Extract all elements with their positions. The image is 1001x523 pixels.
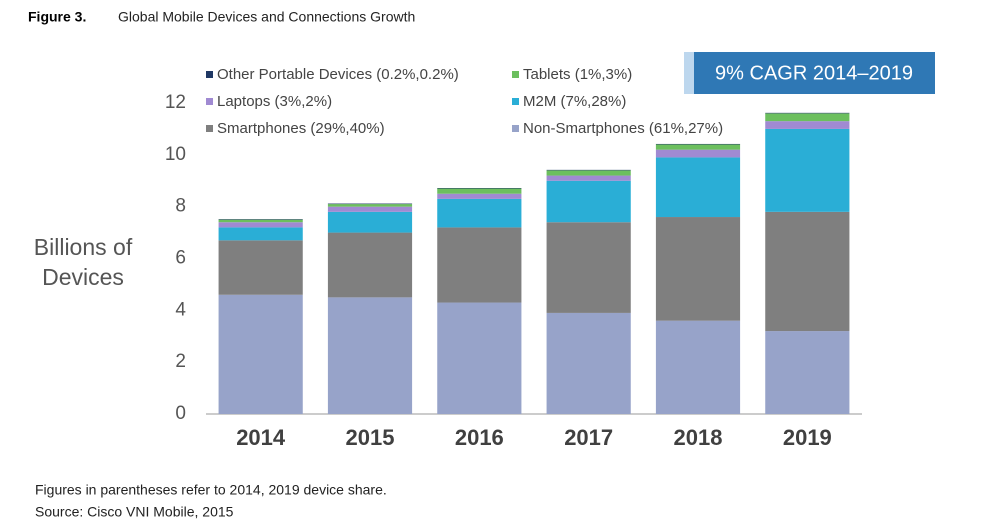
- bar-segment: [765, 121, 850, 129]
- figure-label: Figure 3.: [28, 9, 86, 25]
- legend-swatch: [206, 98, 213, 105]
- y-tick-label: 4: [175, 299, 186, 320]
- bar-segment: [218, 219, 303, 220]
- x-tick-label: 2014: [236, 425, 286, 450]
- bar-segment: [546, 312, 631, 414]
- bar-segment: [546, 180, 631, 223]
- x-tick-label: 2017: [564, 425, 613, 450]
- bar-segment: [765, 112, 850, 114]
- bar-segment: [655, 144, 741, 150]
- legend-label: Other Portable Devices (0.2%,0.2%): [217, 66, 459, 83]
- bar-segment: [327, 297, 413, 414]
- bar-segment: [437, 188, 522, 189]
- y-tick-label: 2: [175, 351, 186, 372]
- legend-label: Non-Smartphones (61%,27%): [523, 120, 723, 137]
- bar-segment: [327, 211, 413, 233]
- bar-segment: [765, 128, 850, 212]
- bar-segment: [327, 203, 413, 205]
- legend-label: M2M (7%,28%): [523, 93, 626, 110]
- bar-segment: [327, 206, 413, 212]
- bar-segment: [546, 175, 631, 181]
- bar-segment: [218, 219, 303, 223]
- y-tick-label: 6: [175, 248, 186, 269]
- bar-segment: [437, 302, 522, 414]
- bar-segment: [437, 193, 522, 199]
- bar-segment: [655, 320, 741, 414]
- bar-segment: [655, 149, 741, 158]
- bar-segment: [765, 113, 850, 122]
- legend-label: Tablets (1%,3%): [523, 66, 632, 83]
- legend-label: Laptops (3%,2%): [217, 93, 332, 110]
- bar-segment: [546, 170, 631, 176]
- y-tick-label: 0: [175, 403, 186, 424]
- y-axis-label: Billions of Devices: [33, 234, 133, 290]
- bar-segment: [655, 157, 741, 218]
- x-tick-label: 2015: [346, 425, 395, 450]
- bar-segment: [218, 227, 303, 241]
- bar-segment: [546, 169, 631, 171]
- x-tick-label: 2019: [783, 425, 832, 450]
- chart-title: Global Mobile Devices and Connections Gr…: [118, 9, 415, 25]
- y-tick-label: 8: [175, 196, 186, 217]
- bar-segment: [437, 188, 522, 194]
- bar-segment: [546, 222, 631, 313]
- y-tick-label: 12: [165, 92, 186, 113]
- bar-segment: [327, 204, 413, 207]
- legend-swatch: [512, 125, 519, 132]
- legend-swatch: [512, 98, 519, 105]
- bar-segment: [327, 232, 413, 298]
- bar-segment: [218, 222, 303, 228]
- badge-text: 9% CAGR 2014–2019: [715, 62, 913, 84]
- bar-segment: [655, 217, 741, 321]
- bar-segment: [218, 294, 303, 414]
- bar-segment: [437, 198, 522, 228]
- y-tick-label: 10: [165, 144, 186, 165]
- bar-segment: [655, 143, 741, 145]
- legend-label: Smartphones (29%,40%): [217, 120, 385, 137]
- bar-segment: [765, 211, 850, 332]
- bar-segment: [218, 240, 303, 295]
- x-tick-label: 2018: [674, 425, 723, 450]
- legend-swatch: [512, 71, 519, 78]
- bar-segment: [765, 331, 850, 414]
- note: Figures in parentheses refer to 2014, 20…: [35, 482, 387, 498]
- bar-segment: [437, 227, 522, 303]
- legend-swatch: [206, 71, 213, 78]
- note: Source: Cisco VNI Mobile, 2015: [35, 504, 234, 520]
- badge: [694, 52, 935, 94]
- x-tick-label: 2016: [455, 425, 504, 450]
- legend-swatch: [206, 125, 213, 132]
